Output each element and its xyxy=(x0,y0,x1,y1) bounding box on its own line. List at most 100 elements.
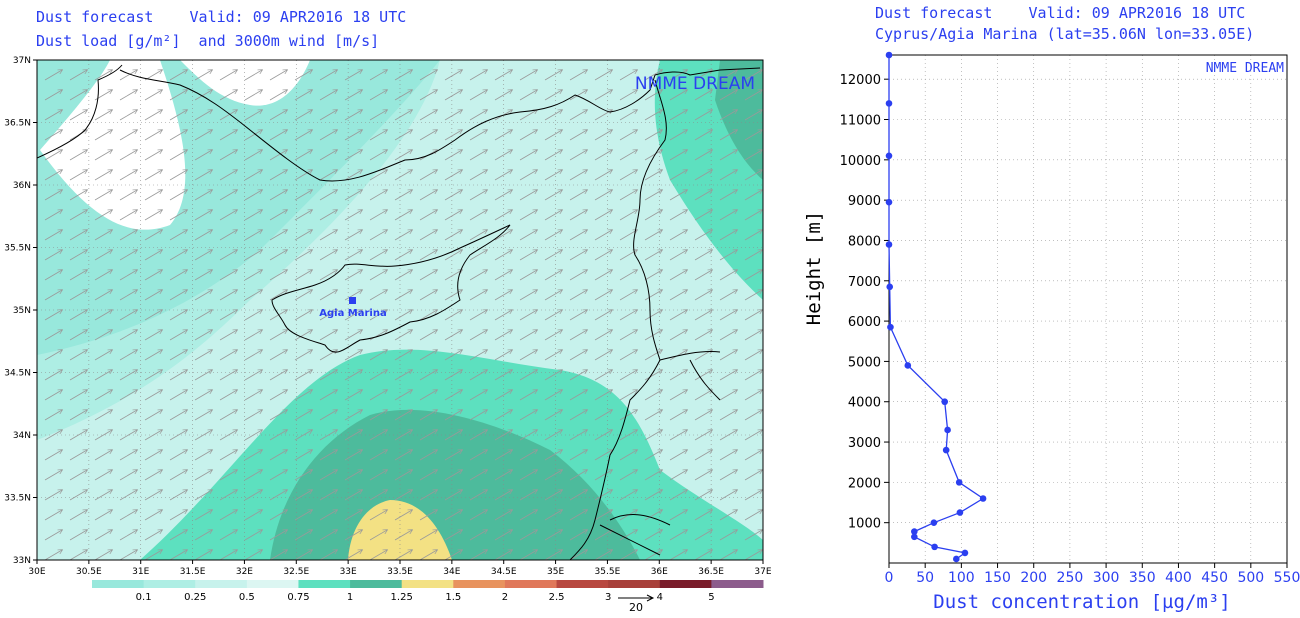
chart-brand: NMME DREAM xyxy=(1206,61,1284,76)
dust-profile-point xyxy=(911,528,918,535)
chart-x-tick-label: 550 xyxy=(1274,570,1300,586)
colorbar-swatch xyxy=(504,580,558,588)
colorbar-tick: 0.1 xyxy=(136,592,152,603)
dust-profile-point xyxy=(944,426,951,434)
colorbar-tick: 1.25 xyxy=(391,592,413,603)
chart-x-tick-label: 250 xyxy=(1057,570,1084,586)
colorbar-swatch xyxy=(556,580,609,588)
chart-title-line2: Cyprus/Agia Marina (lat=35.06N lon=33.05… xyxy=(875,25,1255,43)
colorbar-tick: 1 xyxy=(347,592,353,603)
map-lon-label: 34E xyxy=(443,567,460,577)
map-lon-label: 31.5E xyxy=(180,567,206,577)
map-lat-label: 34.5N xyxy=(4,369,31,379)
dust-region-south-1.5 xyxy=(348,500,452,560)
map-lat-label: 35N xyxy=(13,306,31,316)
map-lon-label: 32E xyxy=(236,567,253,577)
dust-profile-point xyxy=(941,398,949,406)
colorbar-tick: 5 xyxy=(708,592,714,603)
chart-x-tick-label: 300 xyxy=(1093,570,1120,586)
map-lon-label: 35.5E xyxy=(595,567,621,577)
colorbar-tick: 2 xyxy=(502,592,508,603)
colorbar-swatch xyxy=(298,580,351,588)
chart-x-tick-label: 50 xyxy=(916,570,934,586)
chart-y-tick-label: 8000 xyxy=(848,234,881,249)
dust-profile-point xyxy=(942,446,950,454)
colorbar-swatch xyxy=(143,580,196,588)
chart-y-tick-label: 10000 xyxy=(840,154,881,169)
map-title-line2: Dust load [g/m²] and 3000m wind [m/s] xyxy=(36,32,380,50)
colorbar-swatch xyxy=(711,580,764,588)
map-lon-label: 35E xyxy=(547,567,564,577)
map-lat-label: 33.5N xyxy=(4,494,31,504)
dust-profile-point xyxy=(956,509,964,516)
dust-profile-point xyxy=(911,533,918,541)
colorbar-tick: 4 xyxy=(657,592,663,603)
colorbar-swatch xyxy=(195,580,248,588)
map-lon-label: 33E xyxy=(340,567,357,577)
chart-xlabel: Dust concentration [µg/m³] xyxy=(933,591,1230,613)
dust-region-east-1 xyxy=(715,60,763,180)
wind-vectors xyxy=(44,70,762,560)
wind-reference-arrow: 20 xyxy=(618,594,655,614)
dust-profile-point xyxy=(885,152,893,160)
chart-x-tick-label: 350 xyxy=(1129,570,1156,586)
dust-profile-point xyxy=(885,241,893,248)
colorbar-tick: 0.75 xyxy=(287,592,309,603)
chart-x-tick-label: 450 xyxy=(1201,570,1228,586)
chart-y-tick-label: 1000 xyxy=(848,517,881,532)
dust-profile-point xyxy=(886,283,894,291)
map-lat-label: 37N xyxy=(13,56,31,66)
map-lon-label: 36E xyxy=(651,567,668,577)
dust-profile-point xyxy=(904,362,912,369)
chart-ylabel: Height [m] xyxy=(803,211,825,325)
map-lon-label: 36.5E xyxy=(698,567,724,577)
chart-y-tick-label: 12000 xyxy=(840,73,881,88)
map-lat-label: 34N xyxy=(13,431,31,441)
dust-profile-chart: NMME DREAM 0 50 100 150 200 250 300 350 400 450 50… xyxy=(803,51,1300,613)
dust-profile-point xyxy=(885,198,893,206)
dust-profile-point xyxy=(955,479,963,486)
colorbar-swatch xyxy=(453,580,506,588)
chart-y-tick-label: 3000 xyxy=(848,436,881,451)
colorbar-tick: 2.5 xyxy=(549,592,565,603)
chart-y-tick-label: 11000 xyxy=(840,114,881,129)
cyprus-border xyxy=(654,67,761,76)
turkey-coastline xyxy=(37,64,667,361)
wind-reference-label: 20 xyxy=(629,601,643,614)
chart-x-tick-label: 150 xyxy=(984,570,1011,586)
map-lat-label: 36.5N xyxy=(4,119,31,129)
map-lon-label: 31E xyxy=(132,567,149,577)
chart-x-tick-label: 400 xyxy=(1165,570,1192,586)
colorbar-swatch xyxy=(401,580,454,588)
colorbar-tick: 0.5 xyxy=(239,592,255,603)
colorbar-swatch xyxy=(608,580,661,588)
map-lon-label: 30E xyxy=(28,567,45,577)
agia-marina-marker xyxy=(349,297,356,304)
dust-profile-point xyxy=(931,543,938,551)
map-lon-label: 37E xyxy=(754,567,771,577)
dust-profile-point xyxy=(979,495,987,502)
chart-x-tick-label: 0 xyxy=(885,570,894,586)
dust-profile-point xyxy=(885,100,893,107)
colorbar-tick: 3 xyxy=(605,592,611,603)
colorbar: 0.1 0.25 0.5 0.75 1 1.25 1.5 2 2.5 3 4 5 xyxy=(92,580,764,603)
dust-load-map: Agia Marina NMME DREAM 37N 36.5N 36N 35.5N 3… xyxy=(4,56,772,614)
chart-y-tick-label: 7000 xyxy=(848,275,881,290)
colorbar-swatch xyxy=(246,580,299,588)
cyprus-coastline xyxy=(271,224,511,353)
dust-profile-point xyxy=(887,323,894,331)
colorbar-tick: 1.5 xyxy=(445,592,461,603)
colorbar-swatch xyxy=(92,580,145,588)
chart-y-tick-label: 9000 xyxy=(848,194,881,209)
dust-profile-point xyxy=(952,555,960,563)
chart-x-tick-label: 100 xyxy=(948,570,975,586)
colorbar-tick: 0.25 xyxy=(184,592,206,603)
dust-profile-line xyxy=(888,55,985,560)
agia-marina-label: Agia Marina xyxy=(319,308,386,319)
colorbar-swatch xyxy=(659,580,712,588)
chart-y-tick-label: 5000 xyxy=(848,355,881,370)
dust-profile-point xyxy=(961,549,969,557)
colorbar-swatch xyxy=(350,580,403,588)
chart-x-tick-label: 200 xyxy=(1020,570,1047,586)
map-brand: NMME DREAM xyxy=(635,74,755,94)
